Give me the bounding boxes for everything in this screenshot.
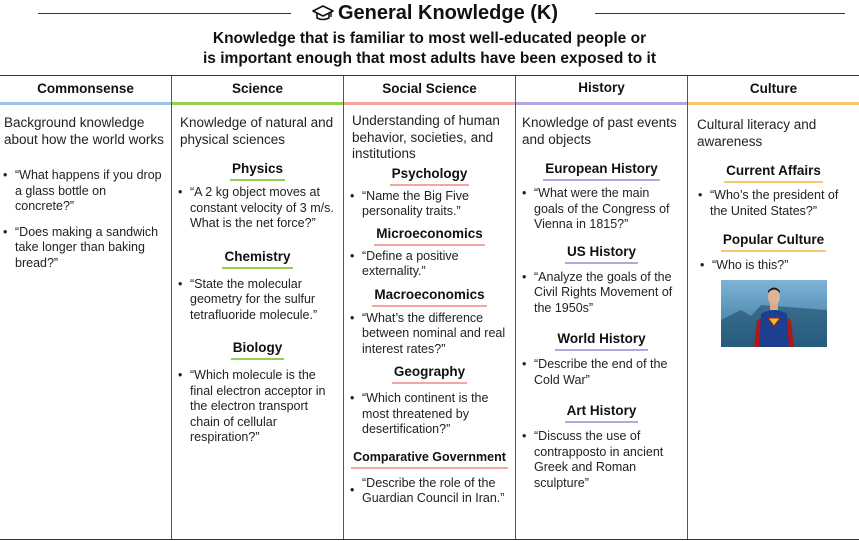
list-item: • “What’s the difference between nominal … bbox=[350, 310, 506, 356]
list-item: • “A 2 kg object moves at constant veloci… bbox=[178, 185, 334, 230]
list-item: • “What were the main goals of the Congre… bbox=[522, 186, 670, 231]
column-commonsense: Commonsense Background knowledge about h… bbox=[0, 76, 172, 539]
list-item: • “Which continent is the most threatened… bbox=[350, 391, 489, 436]
column-description: Knowledge of past events and objects bbox=[522, 115, 677, 147]
subcategory-comparative-government: Comparative Government bbox=[344, 448, 515, 469]
subcategory-world-history: World History bbox=[516, 330, 687, 351]
subcategory-us-history: US History bbox=[516, 243, 687, 264]
list-item: • “Name the Big Five personality traits.” bbox=[350, 188, 469, 219]
list-item: • “Describe the end of the Cold War” bbox=[522, 357, 668, 387]
column-history: History Knowledge of past events and obj… bbox=[516, 76, 688, 539]
column-header-history: History bbox=[516, 76, 687, 105]
column-description: Cultural literacy and awareness bbox=[697, 117, 817, 149]
column-science: Science Knowledge of natural and physica… bbox=[172, 76, 344, 539]
title-row: General Knowledge (K) bbox=[0, 0, 859, 26]
grid-top-rule bbox=[0, 75, 859, 76]
column-header-commonsense: Commonsense bbox=[0, 76, 171, 105]
list-item: • “Discuss the use of contrapposto in anc… bbox=[522, 429, 664, 490]
page-title: General Knowledge (K) bbox=[300, 0, 570, 26]
title-rule-left bbox=[38, 13, 291, 14]
column-description: Background knowledge about how the world… bbox=[4, 115, 164, 147]
list-item: • “Which molecule is the final electron a… bbox=[178, 368, 326, 444]
grid-bottom-rule bbox=[0, 539, 859, 540]
subcategory-microeconomics: Microeconomics bbox=[344, 225, 515, 246]
column-header-culture: Culture bbox=[688, 76, 859, 105]
list-item: • “What happens if you drop a glass bottl… bbox=[3, 168, 162, 213]
list-item: • “Who is this?” bbox=[700, 258, 789, 272]
graduation-cap-icon bbox=[312, 5, 334, 21]
column-description: Knowledge of natural and physical scienc… bbox=[180, 115, 334, 147]
subcategory-popular-culture: Popular Culture bbox=[688, 231, 859, 252]
subcategory-physics: Physics bbox=[172, 160, 343, 181]
list-item: • “Does making a sandwich take longer tha… bbox=[3, 224, 159, 270]
subcategory-chemistry: Chemistry bbox=[172, 248, 343, 269]
title-text: General Knowledge (K) bbox=[337, 2, 559, 24]
list-item: • “Describe the role of the Guardian Coun… bbox=[350, 475, 505, 506]
list-item: • “State the molecular geometry for the s… bbox=[178, 276, 318, 322]
column-description: Understanding of human behavior, societi… bbox=[352, 113, 500, 161]
column-header-social-science: Social Science bbox=[344, 76, 515, 105]
subcategory-psychology: Psychology bbox=[344, 165, 515, 186]
subtitle-line-1: Knowledge that is familiar to most well-… bbox=[212, 30, 647, 47]
column-header-science: Science bbox=[172, 76, 343, 105]
subcategory-geography: Geography bbox=[344, 363, 515, 384]
subcategory-art-history: Art History bbox=[516, 402, 687, 423]
column-culture: Culture Cultural literacy and awareness … bbox=[688, 76, 859, 539]
subtitle: Knowledge that is familiar to most well-… bbox=[0, 29, 859, 69]
subtitle-line-2: is important enough that most adults hav… bbox=[203, 50, 656, 67]
subcategory-macroeconomics: Macroeconomics bbox=[344, 286, 515, 307]
subcategory-current-affairs: Current Affairs bbox=[688, 162, 859, 183]
list-item: • “Define a positive externality.” bbox=[350, 248, 459, 279]
title-rule-right bbox=[595, 13, 845, 14]
subcategory-european-history: European History bbox=[516, 160, 687, 181]
subcategory-biology: Biology bbox=[172, 339, 343, 360]
column-social-science: Social Science Understanding of human be… bbox=[344, 76, 516, 539]
superhero-photo bbox=[720, 279, 827, 347]
list-item: • “Analyze the goals of the Civil Rights … bbox=[522, 269, 673, 315]
list-item: • “Who’s the president of the United Stat… bbox=[698, 188, 839, 218]
